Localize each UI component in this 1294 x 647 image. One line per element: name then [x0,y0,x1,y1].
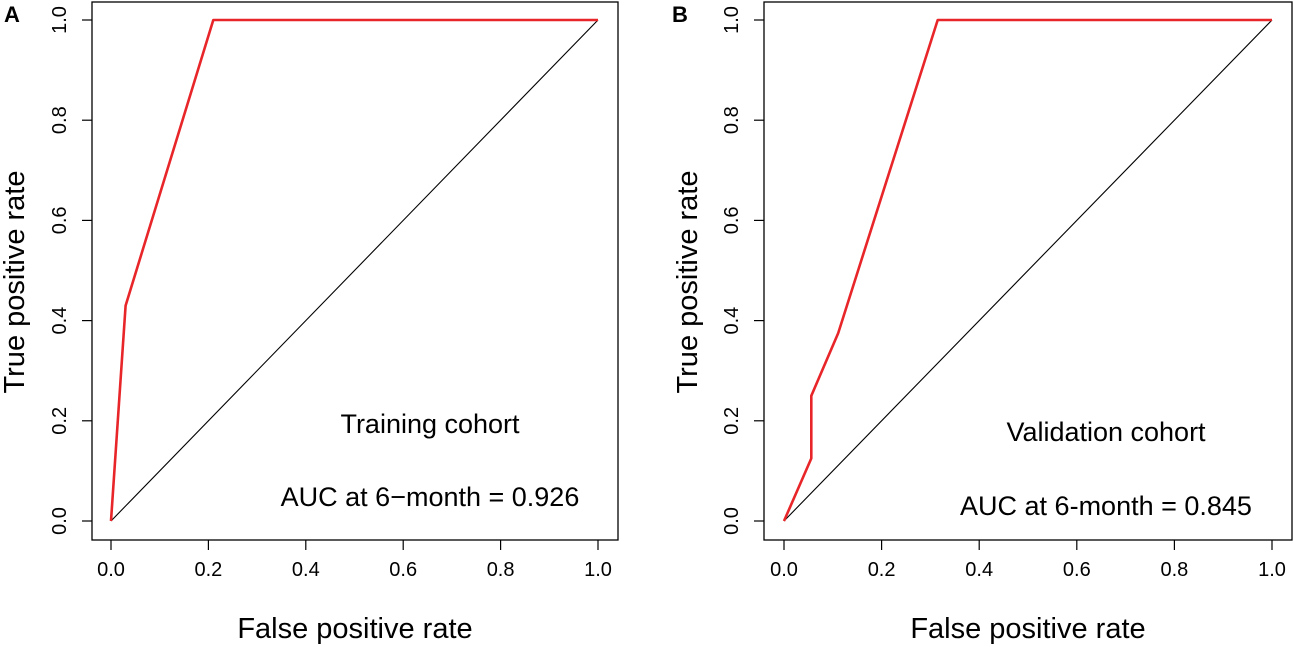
x-tick-label: 0.2 [194,559,222,581]
y-tick-label: 1.0 [721,6,743,34]
panel-a: A 0.0 0.2 0.4 0.6 0.8 1.0 0.00.20.40.60.81.0 … [0,1,619,645]
y-tick-label: 0.8 [721,106,743,134]
x-tick-label: 0.4 [292,559,320,581]
y-tick-label: 0.2 [721,407,743,435]
x-tick-label: 1.0 [584,559,612,581]
x-axis-a: 0.0 0.2 0.4 0.6 0.8 1.0 [97,540,612,581]
y-axis-title-a: True positive rate [0,171,31,394]
x-tick-label: 0.0 [97,559,125,581]
roc-curve-a [109,18,598,522]
roc-curve-b [782,18,1272,522]
plot-frame-b [763,1,1293,541]
y-axis-title-b: True positive rate [672,171,704,394]
y-tick-label: 0.6 [721,206,743,234]
panel-letter-a: A [4,2,20,27]
y-tick-label: 0.0 [49,507,71,535]
x-tick-label: 0.2 [868,559,896,581]
y-tick-label: 0.4 [49,307,71,335]
auc-label-b: AUC at 6-month = 0.845 [960,491,1252,521]
reference-diagonal-a [110,19,599,522]
y-tick-label: 0.4 [721,307,743,335]
plot-area-a [109,18,599,522]
y-tick-label: 0.2 [49,407,71,435]
x-axis-b: 0.0 0.2 0.4 0.6 0.8 1.0 [770,540,1286,581]
x-tick-label: 0.6 [389,559,417,581]
reference-diagonal-b [783,19,1273,522]
y-axis-b: 0.0 0.2 0.4 0.6 0.8 1.0 [721,6,764,535]
y-tick-label: 0.8 [49,106,71,134]
y-tick-label: 0.0 [721,507,743,535]
x-tick-label: 0.0 [770,559,798,581]
plot-area-b [782,18,1273,522]
panel-letter-b: B [672,2,688,27]
x-axis-title-b: False positive rate [910,613,1145,645]
x-tick-label: 0.6 [1063,559,1091,581]
x-tick-label: 1.0 [1258,559,1286,581]
x-tick-label: 0.8 [487,559,515,581]
plot-frame-a [91,1,619,541]
y-axis-a: 0.0 0.2 0.4 0.6 0.8 1.0 [49,6,92,535]
cohort-label-a: Training cohort [340,409,520,439]
y-tick-label: 1.0 [49,6,71,34]
y-tick-label: 0.6 [49,206,71,234]
auc-label-a: AUC at 6−month = 0.926 [281,482,580,512]
cohort-label-b: Validation cohort [1006,417,1206,447]
x-axis-title-a: False positive rate [237,613,472,645]
panel-b: B 0.0 0.2 0.4 0.6 0.8 1.0 0.00.20.40.60.81.0 … [672,1,1293,645]
x-tick-label: 0.4 [965,559,993,581]
x-tick-label: 0.8 [1160,559,1188,581]
